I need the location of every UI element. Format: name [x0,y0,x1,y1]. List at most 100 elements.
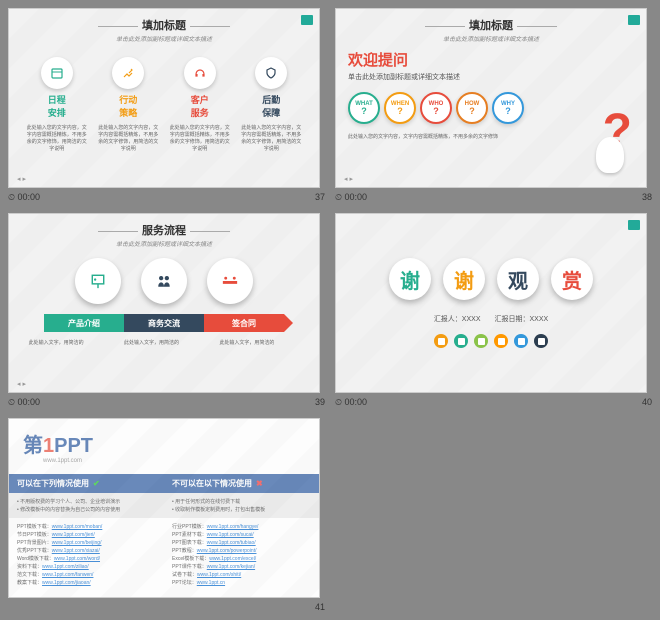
item-circle [112,57,144,89]
item-desc: 此处输入您的文字内容，文字内容需概括精炼，不用多余的文字修饰，用简洁的文字说明 [27,125,87,153]
slide-subtitle: 单击此处添加副标题或详细文本描述 [21,34,307,43]
link-url[interactable]: www.1ppt.com/xiazai/ [52,548,100,554]
q-icon: ? [469,106,475,116]
items-row: 日程 安排此处输入您的文字内容，文字内容需概括精炼，不用多余的文字修饰，用简洁的… [21,57,307,153]
q-icon: ? [397,106,403,116]
slide-41-wrap: 第1PPT www.1ppt.com 可以在下列情况使用✔ 不可以在以下情况使用… [8,418,325,612]
link-url[interactable]: www.1ppt.com/powerpoint/ [197,548,257,554]
disallowed-item: • 用于任何形式的在线付费下载 [172,498,311,505]
link-item: PPT课件下载：www.1ppt.com/kejian/ [172,563,311,570]
link-url[interactable]: www.1ppt.com/jieri/ [52,532,95,538]
item-label: 客户 服务 [170,93,230,119]
item-col: 客户 服务此处输入您的文字内容，文字内容需概括精炼，不用多余的文字修饰，用简洁的… [170,57,230,153]
slide-37-wrap: 填加标题 单击此处添加副标题或详细文本描述 日程 安排此处输入您的文字内容，文字… [8,8,325,203]
link-url[interactable]: www.1ppt.com/beijing/ [52,540,102,546]
links-row: PPT模板下载：www.1ppt.com/moban/节日PPT模板：www.1… [9,518,319,591]
social-icon[interactable] [474,334,488,348]
body-row: • 不用版权费的学习个人、公司、企业培训演示• 修改模板中的内容替换为自己公司的… [9,493,319,518]
slide-38[interactable]: 填加标题 单击此处添加副标题或详细文本描述 欢迎提问 单击此处添加副标题或详细文… [335,8,647,188]
social-icon[interactable] [514,334,528,348]
slide-39[interactable]: 服务流程 单击此处添加副标题或详细文本描述 产品介绍 商务交流签合同 此处输入文字… [8,213,320,393]
arrow-step: 签合同 [204,314,284,332]
arrow-label: 产品介绍 [68,318,100,329]
welcome-title: 欢迎提问 [348,49,634,70]
slide-number: 37 [315,192,325,203]
social-icon[interactable] [454,334,468,348]
slide-meta: ⏲ 00:0040 [335,397,652,408]
nav-dots: ◂ ▸ [344,175,353,183]
item-desc: 此处输入您的文字内容，文字内容需概括精炼，不用多余的文字修饰，用简洁的文字说明 [170,125,230,153]
nav-dots: ◂ ▸ [17,380,26,388]
tools-icon [121,66,135,80]
slide-meta: 41 [8,602,325,612]
link-url[interactable]: www.1ppt.com/sucai/ [207,532,254,538]
arrow-row: 产品介绍 商务交流签合同 [21,314,307,332]
link-url[interactable]: www.1ppt.com/hangye/ [207,524,259,530]
step-desc: 此处输入文字，用简洁的 [124,340,204,347]
thanks-char: 谢 [443,258,485,300]
link-item: 行业PPT模板：www.1ppt.com/hangye/ [172,523,311,530]
slide-38-wrap: 填加标题 单击此处添加副标题或详细文本描述 欢迎提问 单击此处添加副标题或详细文… [335,8,652,203]
process-circle [207,258,253,304]
social-icon[interactable] [534,334,548,348]
slide-title: 服务流程 [21,222,307,238]
question-circle: HOW? [456,92,488,124]
link-url[interactable]: www.1ppt.com/jiaoan/ [42,580,91,586]
left-col: • 不用版权费的学习个人、公司、企业培训演示• 修改模板中的内容替换为自己公司的… [9,493,164,518]
link-url[interactable]: www.1ppt.com/ziliao/ [42,564,89,570]
slide-41[interactable]: 第1PPT www.1ppt.com 可以在下列情况使用✔ 不可以在以下情况使用… [8,418,320,598]
link-item: PPT图表下载：www.1ppt.com/tubiao/ [172,539,311,546]
thanks-char: 赏 [551,258,593,300]
social-icon[interactable] [494,334,508,348]
item-label: 行动 策略 [98,93,158,119]
question-circle: WHY? [492,92,524,124]
link-url[interactable]: www.1ppt.com/excel/ [209,556,256,562]
q-icon: ? [361,106,367,116]
item-circle [41,57,73,89]
present-icon [88,271,108,291]
link-url[interactable]: www.1ppt.com/kejian/ [207,564,255,570]
link-item: PPT背景图片：www.1ppt.com/beijing/ [17,539,156,546]
slide-meta: ⏲ 00:0038 [335,192,652,203]
item-desc: 此处输入您的文字内容，文字内容需概括精炼，不用多余的文字修饰，用简洁的文字说明 [241,125,301,153]
link-url[interactable]: www.1ppt.com/word/ [54,556,100,562]
social-icon[interactable] [434,334,448,348]
slide-40[interactable]: 谢谢观赏 汇报人：XXXX 汇报日期：XXXX [335,213,647,393]
slide-number: 38 [642,192,652,203]
slide-title: 填加标题 [348,17,634,33]
link-item: 优秀PPT下载：www.1ppt.com/xiazai/ [17,547,156,554]
link-url[interactable]: www.1ppt.com/shiti/ [197,572,241,578]
step-desc: 此处输入文字，用简洁的 [29,340,109,347]
allowed-item: • 修改模板中的内容替换为自己公司的内容使用 [17,506,156,513]
right-col: • 用于任何形式的在线付费下载• 收取制作模板定制费用时，打包出售模板 [164,493,319,518]
process-circle [141,258,187,304]
slides-grid: 填加标题 单击此处添加副标题或详细文本描述 日程 安排此处输入您的文字内容，文字… [8,8,652,612]
header-row: 可以在下列情况使用✔ 不可以在以下情况使用✖ [9,474,319,493]
thanks-char: 观 [497,258,539,300]
links-col-2: 行业PPT模板：www.1ppt.com/hangye/PPT素材下载：www.… [164,518,319,591]
slide-subtitle: 单击此处添加副标题或详细文本描述 [21,239,307,248]
step-desc: 此处输入文字，用简洁的 [219,340,299,347]
logo-url: www.1ppt.com [43,458,305,464]
figure-icon [596,137,624,173]
q-icon: ? [505,106,511,116]
slide-number: 40 [642,397,652,408]
arrow-step: 产品介绍 [44,314,124,332]
link-url[interactable]: www.1ppt.com/moban/ [52,524,103,530]
slide-40-wrap: 谢谢观赏 汇报人：XXXX 汇报日期：XXXX ⏲ 00:0040 [335,213,652,408]
process-circle [75,258,121,304]
slide-37[interactable]: 填加标题 单击此处添加副标题或详细文本描述 日程 安排此处输入您的文字内容，文字… [8,8,320,188]
item-col: 后勤 保障此处输入您的文字内容，文字内容需概括精炼，不用多余的文字修饰，用简洁的… [241,57,301,153]
link-url[interactable]: www.1ppt.com/fanwen/ [42,572,93,578]
thanks-row: 谢谢观赏 [348,258,634,300]
item-label: 后勤 保障 [241,93,301,119]
headset-icon [193,66,207,80]
link-url[interactable]: www.1ppt.cn [197,580,225,586]
item-desc: 此处输入您的文字内容，文字内容需概括精炼，不用多余的文字修饰，用简洁的文字说明 [98,125,158,153]
arrow-step: 商务交流 [124,314,204,332]
item-circle [255,57,287,89]
link-url[interactable]: www.1ppt.com/tubiao/ [207,540,256,546]
disallowed-item: • 收取制作模板定制费用时，打包出售模板 [172,506,311,513]
slide-number: 41 [315,602,325,612]
link-item: 资料下载：www.1ppt.com/ziliao/ [17,563,156,570]
